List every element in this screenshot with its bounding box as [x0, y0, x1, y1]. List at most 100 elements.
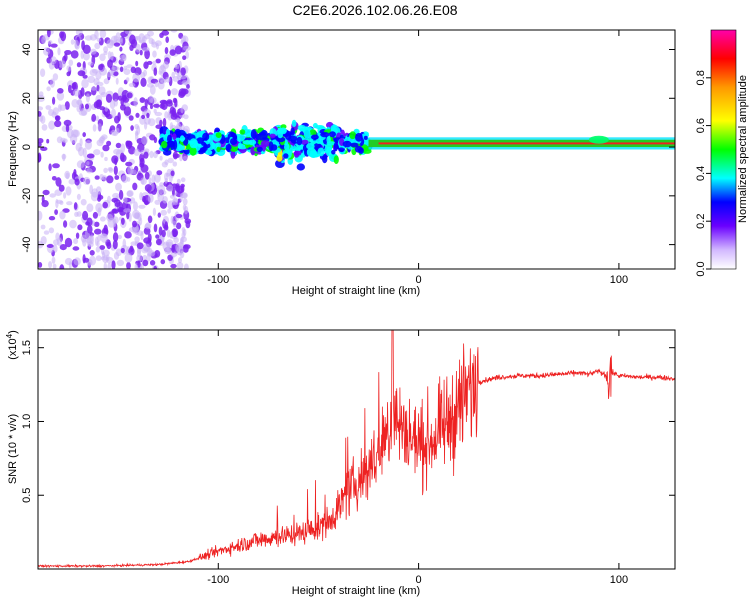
band-blob	[283, 153, 289, 159]
noise-blob	[155, 234, 160, 239]
noise-blob	[132, 220, 137, 228]
noise-blob	[118, 95, 123, 101]
noise-blob	[164, 172, 169, 181]
band-blob	[172, 133, 177, 141]
noise-blob	[141, 114, 146, 120]
noise-blob	[115, 248, 122, 257]
band-blob	[311, 134, 319, 140]
noise-blob	[56, 91, 65, 101]
noise-blob	[82, 176, 91, 185]
noise-blob	[102, 144, 110, 152]
y-tick-label: -40	[21, 237, 33, 253]
noise-blob	[86, 217, 93, 227]
noise-blob	[126, 64, 133, 69]
line-bump	[588, 135, 609, 144]
noise-blob	[182, 198, 188, 206]
noise-blob	[120, 152, 125, 162]
noise-blob	[182, 155, 188, 161]
noise-blob	[72, 246, 80, 251]
noise-blob	[38, 152, 42, 162]
noise-blob	[51, 176, 57, 181]
noise-blob	[40, 146, 48, 151]
noise-blob	[41, 124, 48, 131]
noise-blob	[132, 182, 138, 191]
colorbar-gradient	[711, 30, 736, 269]
noise-blob	[46, 138, 50, 144]
noise-blob	[100, 233, 108, 243]
colorbar-tick-label: 0.4	[695, 166, 707, 181]
noise-blob	[78, 109, 87, 116]
noise-blob	[43, 47, 50, 56]
noise-blob	[129, 34, 136, 45]
noise-blob	[71, 129, 79, 138]
band-blob	[256, 146, 263, 152]
x-tick-label: 0	[416, 574, 422, 586]
noise-blob	[99, 30, 107, 39]
noise-blob	[91, 113, 97, 122]
noise-blob	[97, 123, 102, 132]
noise-blob	[48, 227, 55, 234]
noise-blob	[152, 151, 158, 159]
noise-blob	[48, 216, 56, 221]
noise-blob	[120, 143, 126, 154]
band-blob	[331, 149, 336, 155]
noise-blob	[86, 168, 93, 174]
noise-blob	[186, 84, 190, 89]
noise-blob	[160, 259, 166, 265]
noise-blob	[92, 124, 97, 132]
noise-blob	[182, 204, 187, 211]
noise-blob	[99, 174, 104, 180]
noise-blob	[80, 234, 87, 243]
colorbar-frame	[710, 29, 737, 270]
noise-blob	[59, 264, 65, 269]
noise-blob	[64, 257, 73, 266]
band-blob	[225, 144, 232, 151]
noise-blob	[58, 184, 65, 192]
noise-blob	[106, 175, 114, 184]
noise-blob	[94, 228, 102, 235]
noise-blob	[97, 196, 102, 202]
noise-blob	[99, 135, 106, 142]
noise-blob	[110, 129, 117, 136]
noise-blob	[71, 82, 77, 90]
noise-blob	[177, 71, 182, 78]
noise-blob	[154, 81, 159, 88]
noise-blob	[153, 103, 160, 108]
noise-blob	[112, 92, 119, 102]
band-blob	[333, 155, 339, 165]
noise-blob	[143, 61, 149, 69]
noise-blob	[38, 210, 43, 221]
band-blob	[284, 143, 290, 151]
noise-blob	[55, 199, 63, 204]
noise-blob	[136, 254, 143, 262]
band-blob	[296, 163, 305, 171]
noise-blob	[54, 120, 62, 128]
band-blob	[260, 140, 271, 147]
noise-blob	[75, 142, 82, 152]
noise-blob	[47, 40, 53, 45]
noise-blob	[144, 184, 152, 192]
noise-blob	[170, 215, 174, 224]
noise-blob	[115, 182, 122, 192]
noise-blob	[92, 211, 98, 219]
noise-blob	[41, 195, 45, 203]
noise-blob	[63, 192, 67, 199]
noise-blob	[173, 237, 179, 244]
snr-series-line	[38, 330, 675, 569]
noise-blob	[103, 46, 109, 53]
band-blob	[167, 134, 172, 144]
noise-blob	[144, 171, 150, 180]
noise-blob	[143, 227, 151, 235]
noise-blob	[170, 113, 178, 120]
band-blob	[215, 142, 222, 149]
snr-x-ticks: -100 0 100	[207, 330, 628, 586]
noise-blob	[155, 238, 162, 246]
noise-blob	[74, 178, 80, 186]
noise-blob	[164, 221, 168, 230]
noise-blob	[38, 111, 42, 117]
noise-blob	[73, 169, 77, 177]
noise-blob	[142, 259, 149, 267]
noise-blob	[106, 140, 112, 147]
spectrogram-x-ticks: -100 0 100	[207, 30, 628, 286]
noise-blob	[174, 45, 183, 55]
